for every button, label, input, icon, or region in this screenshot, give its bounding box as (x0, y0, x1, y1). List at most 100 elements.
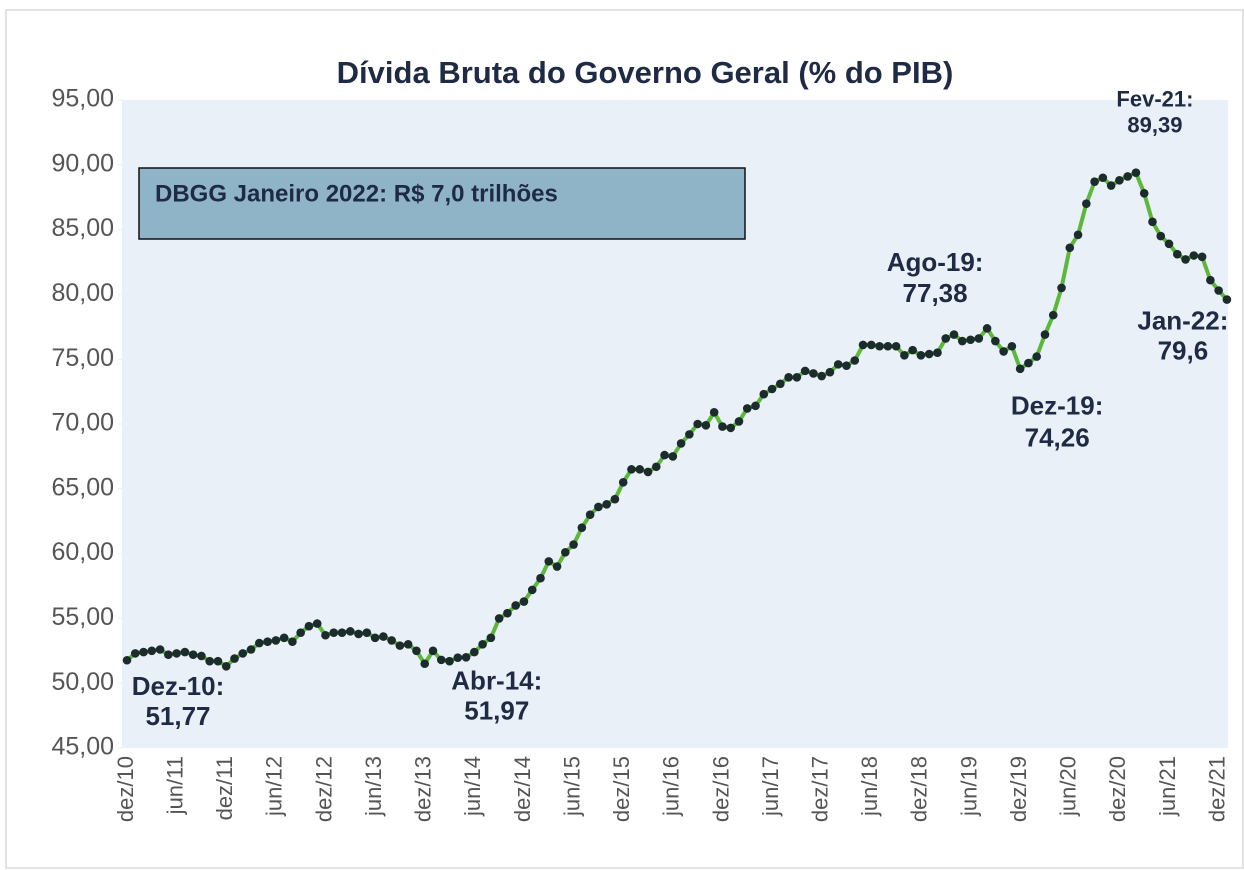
data-point (1164, 239, 1174, 249)
y-tick-label: 60,00 (51, 538, 114, 566)
data-point (924, 349, 934, 359)
data-point (436, 655, 446, 665)
data-point (288, 637, 297, 647)
data-point (610, 494, 620, 504)
data-point (180, 647, 190, 657)
data-point (221, 662, 231, 671)
data-point (494, 614, 504, 623)
x-tick-label: jun/14 (460, 756, 485, 817)
data-point (1123, 172, 1132, 181)
data-point (1040, 330, 1050, 339)
annotation-box (138, 167, 746, 240)
y-tick-label: 80,00 (51, 279, 114, 307)
x-tick-label: jun/18 (857, 756, 882, 817)
data-point (900, 351, 909, 360)
y-tick-label: 45,00 (51, 733, 114, 761)
data-point (246, 645, 256, 654)
data-point (867, 340, 876, 350)
data-point (891, 341, 901, 351)
data-point (1156, 231, 1166, 241)
data-point (337, 628, 347, 637)
data-point (147, 646, 157, 656)
data-point (1214, 286, 1223, 295)
data-point (941, 334, 951, 343)
data-point (511, 601, 520, 610)
data-point (660, 450, 669, 460)
data-point (428, 646, 438, 656)
x-tick-label: jun/19 (956, 756, 981, 817)
data-point (933, 348, 942, 358)
data-point (1098, 173, 1108, 183)
data-point (1131, 168, 1141, 178)
x-tick-label: dez/10 (113, 756, 138, 822)
data-label: 51,77 (145, 701, 210, 731)
data-point (1206, 275, 1215, 285)
data-point (486, 633, 496, 643)
data-point (321, 630, 330, 640)
data-point (139, 647, 148, 657)
data-point (345, 627, 355, 636)
point-label: Dez-10: (132, 671, 224, 701)
data-point (842, 361, 851, 370)
x-tick-label: jun/21 (1155, 756, 1180, 817)
data-point (1090, 177, 1099, 186)
data-point (1139, 189, 1149, 198)
data-point (362, 628, 372, 637)
x-tick-label: dez/12 (311, 756, 336, 822)
data-point (445, 656, 454, 666)
data-point (130, 649, 140, 658)
data-point (263, 637, 272, 647)
data-point (312, 619, 322, 628)
x-tick-label: dez/17 (807, 756, 832, 822)
x-tick-label: jun/16 (659, 756, 684, 817)
data-point (1007, 341, 1017, 351)
x-tick-label: jun/17 (758, 756, 783, 817)
x-tick-label: jun/11 (162, 756, 187, 815)
data-point (974, 334, 984, 343)
data-point (585, 510, 595, 520)
y-tick-label: 75,00 (51, 344, 114, 372)
chart-title: Dívida Bruta do Governo Geral (% do PIB) (337, 55, 954, 90)
data-point (982, 324, 992, 333)
data-point (767, 384, 777, 394)
data-point (296, 628, 305, 637)
data-point (734, 417, 744, 426)
data-point (329, 628, 339, 637)
data-point (742, 404, 752, 413)
x-tick-label: dez/20 (1105, 756, 1130, 822)
data-point (1189, 251, 1199, 260)
x-tick-label: dez/21 (1204, 756, 1229, 822)
y-tick-label: 55,00 (51, 603, 114, 631)
data-point (188, 650, 198, 659)
data-point (883, 341, 893, 351)
data-point (685, 430, 694, 439)
data-point (850, 356, 860, 365)
y-tick-label: 50,00 (51, 668, 114, 696)
point-label: Dez-19: (1011, 391, 1103, 421)
data-point (1048, 310, 1058, 320)
data-point (776, 379, 785, 389)
data-point (255, 638, 264, 648)
data-point (205, 656, 214, 666)
x-tick-label: dez/18 (907, 756, 932, 822)
data-point (751, 401, 760, 411)
data-point (354, 629, 363, 639)
data-point (949, 330, 959, 339)
data-label: 77,38 (903, 278, 968, 308)
data-point (122, 655, 132, 665)
data-point (809, 369, 818, 378)
y-tick-label: 85,00 (51, 214, 114, 242)
data-point (800, 366, 810, 376)
data-point (1024, 358, 1033, 368)
data-point (370, 633, 380, 643)
data-label: 51,97 (464, 696, 529, 726)
y-tick-label: 95,00 (51, 85, 114, 113)
x-tick-label: dez/19 (1006, 756, 1031, 822)
data-point (966, 335, 975, 345)
data-point (1115, 176, 1124, 185)
data-point (784, 373, 793, 382)
data-point (527, 585, 537, 595)
data-point (1181, 255, 1190, 264)
data-point (1073, 230, 1083, 240)
